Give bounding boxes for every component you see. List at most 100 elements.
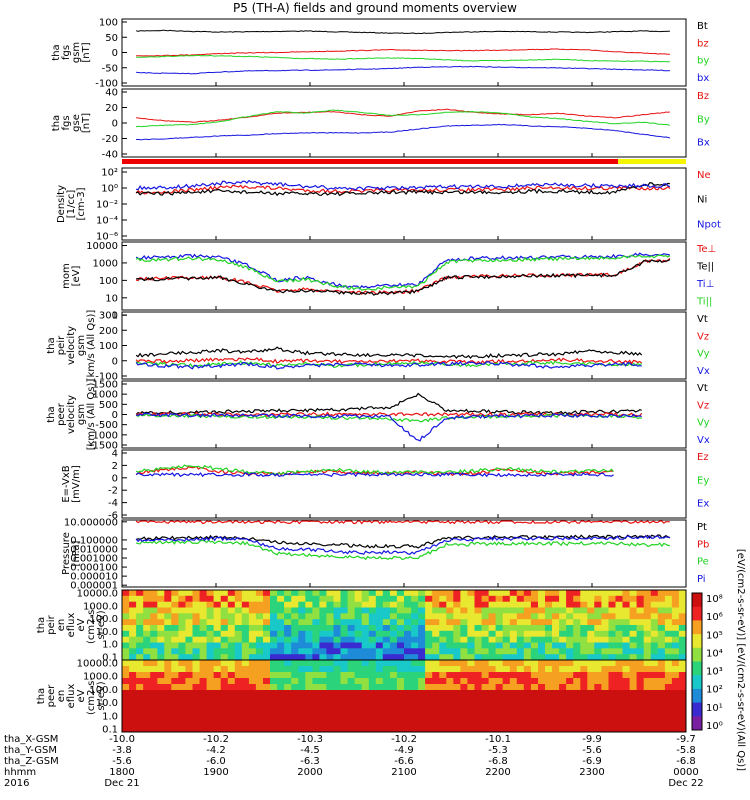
ytick-p1-2: 0: [112, 48, 118, 59]
heatmap-cell-p9: [580, 601, 588, 608]
heatmap-cell-p9: [538, 601, 546, 608]
heatmap-cell-p10: [263, 726, 271, 733]
heatmap-cell-p9: [495, 654, 504, 661]
heatmap-cell-p9: [467, 607, 475, 614]
colorbar-segment: [692, 620, 702, 635]
heatmap-cell-p10: [411, 696, 419, 703]
heatmap-cell-p9: [255, 613, 264, 620]
heatmap-cell-p9: [460, 648, 468, 655]
heatmap-cell-p10: [566, 672, 574, 679]
heatmap-cell-p9: [248, 619, 257, 626]
heatmap-cell-p10: [566, 708, 574, 715]
heatmap-cell-p9: [601, 654, 609, 661]
heatmap-cell-p9: [199, 642, 208, 649]
heatmap-cell-p10: [375, 708, 384, 715]
heatmap-cell-p9: [439, 654, 447, 661]
heatmap-cell-p9: [453, 595, 461, 603]
heatmap-cell-p9: [425, 648, 433, 655]
panel-ylabel-p10-5: (cm2-s-: [86, 677, 97, 715]
heatmap-cell-p9: [566, 595, 574, 603]
heatmap-cell-p9: [460, 607, 468, 614]
heatmap-cell-p10: [671, 708, 680, 715]
heatmap-cell-p9: [587, 601, 595, 608]
heatmap-cell-p10: [312, 672, 320, 679]
bottom-value-1-0: -3.8: [112, 745, 132, 756]
heatmap-cell-p9: [657, 648, 666, 655]
heatmap-cell-p10: [298, 702, 306, 709]
heatmap-cell-p9: [164, 590, 172, 597]
ytick-p2-3: -20: [102, 134, 118, 145]
heatmap-cell-p10: [467, 672, 475, 679]
heatmap-cell-p9: [375, 590, 384, 597]
heatmap-cell-p9: [333, 601, 341, 608]
heatmap-cell-p9: [220, 648, 229, 655]
heatmap-cell-p10: [481, 672, 490, 679]
heatmap-cell-p10: [234, 690, 243, 697]
heatmap-cell-p9: [657, 601, 666, 608]
heatmap-cell-p10: [347, 684, 356, 691]
heatmap-cell-p9: [594, 642, 602, 649]
heatmap-cell-p9: [594, 619, 602, 626]
heatmap-cell-p9: [206, 619, 215, 626]
heatmap-cell-p10: [291, 684, 299, 691]
heatmap-cell-p10: [368, 714, 377, 721]
heatmap-cell-p9: [678, 590, 687, 597]
panel-ylabel-p10-3: eflux: [66, 684, 77, 709]
heatmap-cell-p9: [601, 630, 609, 638]
heatmap-cell-p10: [312, 666, 320, 673]
heatmap-cell-p9: [453, 619, 461, 626]
heatmap-cell-p9: [566, 648, 574, 655]
heatmap-cell-p10: [650, 672, 659, 679]
heatmap-cell-p10: [150, 690, 158, 697]
heatmap-cell-p10: [192, 684, 200, 691]
heatmap-cell-p10: [615, 678, 623, 685]
heatmap-cell-p10: [566, 666, 574, 673]
heatmap-cell-p9: [615, 648, 623, 655]
heatmap-cell-p9: [474, 590, 482, 597]
heatmap-cell-p9: [382, 619, 391, 626]
heatmap-cell-p10: [277, 714, 285, 721]
heatmap-cell-p9: [347, 601, 356, 608]
ytick-p8-5: 0.000010: [70, 572, 118, 583]
heatmap-cell-p9: [178, 654, 186, 661]
heatmap-cell-p10: [516, 690, 525, 697]
heatmap-cell-p9: [643, 625, 652, 632]
heatmap-cell-p9: [143, 642, 151, 649]
heatmap-cell-p10: [622, 702, 630, 709]
heatmap-cell-p9: [234, 648, 243, 655]
ytick-p6-3: 0: [112, 410, 118, 421]
heatmap-cell-p9: [488, 642, 497, 649]
heatmap-cell-p9: [354, 642, 363, 649]
heatmap-cell-p9: [206, 613, 215, 620]
heatmap-cell-p10: [664, 720, 673, 727]
heatmap-cell-p10: [566, 714, 574, 721]
heatmap-cell-p9: [608, 630, 616, 638]
heatmap-cell-p9: [502, 642, 511, 649]
heatmap-cell-p9: [326, 654, 334, 661]
heatmap-cell-p9: [446, 613, 454, 620]
heatmap-cell-p9: [411, 636, 419, 643]
heatmap-cell-p9: [636, 636, 645, 643]
heatmap-cell-p9: [396, 613, 405, 620]
heatmap-cell-p9: [185, 607, 193, 614]
heatmap-cell-p10: [545, 696, 553, 703]
heatmap-cell-p9: [340, 636, 348, 643]
heatmap-cell-p9: [305, 625, 313, 632]
heatmap-cell-p9: [375, 595, 384, 603]
heatmap-cell-p10: [545, 720, 553, 727]
heatmap-cell-p10: [248, 666, 257, 673]
heatmap-cell-p10: [227, 720, 236, 727]
heatmap-cell-p9: [411, 595, 419, 603]
heatmap-cell-p10: [178, 726, 186, 733]
heatmap-cell-p9: [587, 607, 595, 614]
heatmap-cell-p10: [467, 720, 475, 727]
heatmap-cell-p10: [559, 660, 567, 667]
heatmap-cell-p10: [361, 708, 370, 715]
colorbar-tick-4: 10³: [706, 667, 723, 678]
heatmap-cell-p10: [220, 708, 229, 715]
heatmap-cell-p10: [227, 678, 236, 685]
heatmap-cell-p9: [615, 607, 623, 614]
heatmap-cell-p9: [643, 630, 652, 638]
heatmap-cell-p10: [284, 660, 292, 667]
heatmap-cell-p9: [255, 654, 264, 661]
